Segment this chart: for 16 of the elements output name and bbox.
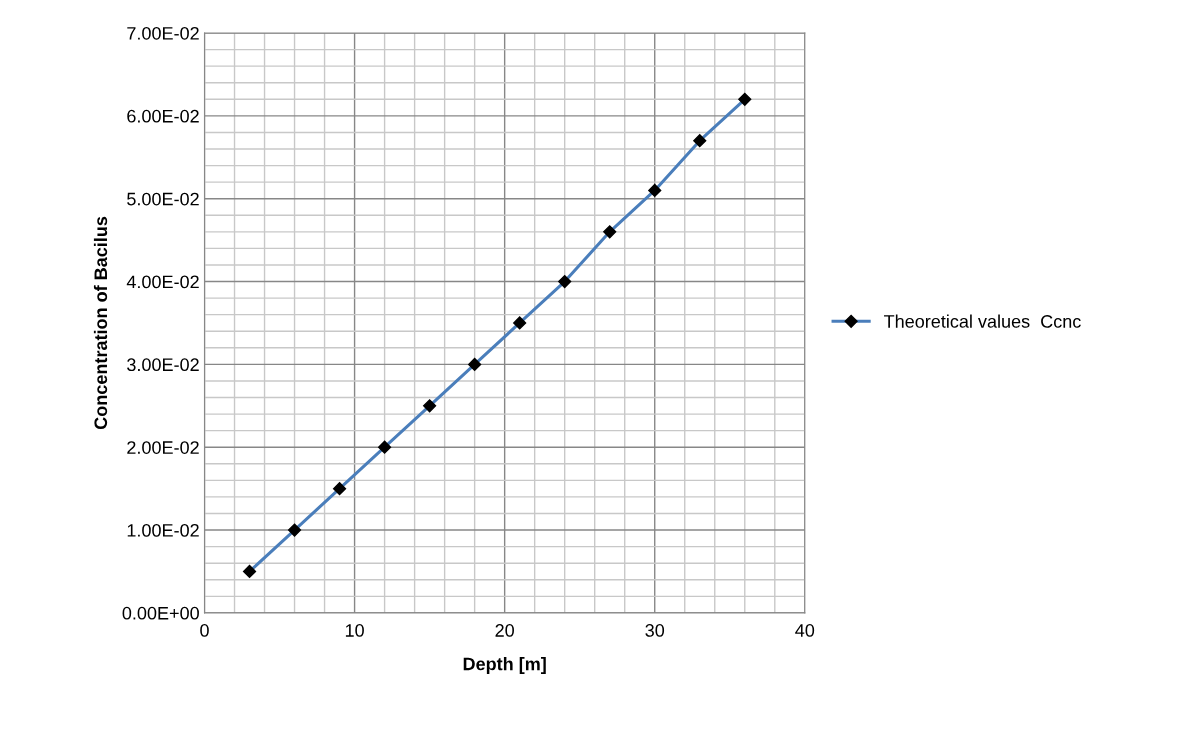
x-tick-label: 30 xyxy=(645,624,665,637)
x-tick-label: 40 xyxy=(795,624,815,637)
y-tick-label: 1.00E-02 xyxy=(127,523,199,537)
y-tick-label: 0.00E+00 xyxy=(122,606,199,620)
y-tick-label: 5.00E-02 xyxy=(127,192,199,206)
x-axis-title: Depth [m] xyxy=(463,657,546,674)
x-tick-label: 10 xyxy=(345,624,364,637)
y-axis-title: Concentration of Bacilus xyxy=(93,216,108,430)
y-tick-label: 6.00E-02 xyxy=(127,109,199,123)
y-tick-label: 4.00E-02 xyxy=(126,275,199,289)
legend-label: Theoretical values Ccnc xyxy=(884,314,1081,328)
x-tick-label: 20 xyxy=(495,624,514,637)
y-tick-label: 7.00E-02 xyxy=(127,26,199,40)
y-tick-label: 2.00E-02 xyxy=(127,441,199,454)
y-tick-label: 3.00E-02 xyxy=(127,358,199,372)
x-tick-label: 0 xyxy=(200,624,209,637)
